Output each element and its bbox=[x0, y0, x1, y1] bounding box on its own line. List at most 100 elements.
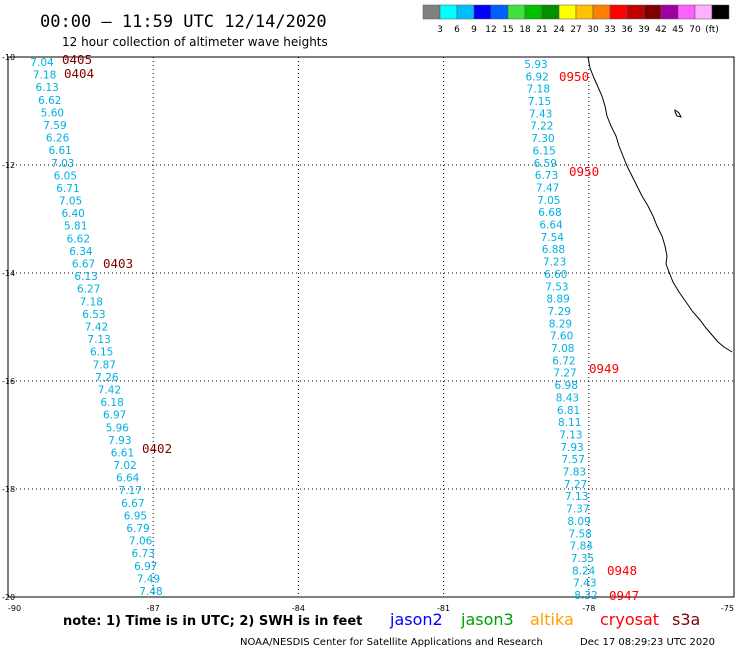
wave-height-label: 7.04 bbox=[30, 57, 54, 69]
colorbar-swatch bbox=[711, 4, 730, 20]
satellite-name: jason3 bbox=[460, 610, 514, 629]
y-tick-label: -20 bbox=[2, 593, 15, 602]
wave-height-label: 7.29 bbox=[548, 306, 571, 318]
lat-lon-grid bbox=[8, 57, 734, 597]
colorbar-label: 6 bbox=[454, 25, 460, 35]
x-tick-label: -84 bbox=[292, 604, 305, 613]
wave-height-label: 7.84 bbox=[570, 541, 594, 553]
colorbar-swatch bbox=[677, 4, 696, 20]
pass-time-label: 0404 bbox=[64, 66, 94, 81]
wave-height-label: 5.96 bbox=[106, 422, 130, 434]
x-tick-label: -78 bbox=[582, 604, 595, 613]
colorbar-label: 45 bbox=[672, 25, 683, 35]
wave-height-label: 6.64 bbox=[539, 220, 563, 232]
wave-height-label: 7.37 bbox=[566, 504, 589, 516]
color-scale-legend: 3 6 9 12 15 18 21 24 27 30 33 36 39 42 45 70 (ft) bbox=[422, 4, 730, 35]
wave-height-label: 6.60 bbox=[544, 269, 567, 281]
y-tick-label: -14 bbox=[2, 269, 15, 278]
wave-height-label: 6.34 bbox=[69, 246, 93, 258]
wave-height-label: 7.06 bbox=[129, 536, 153, 548]
wave-height-label: 5.93 bbox=[524, 59, 547, 71]
wave-height-label: 7.27 bbox=[553, 368, 576, 380]
wave-height-label: 7.17 bbox=[119, 485, 142, 497]
wave-height-label: 8.11 bbox=[558, 417, 581, 429]
satellite-tracks: 7.047.186.136.625.607.596.266.617.036.05… bbox=[30, 52, 639, 603]
y-tick-label: -10 bbox=[2, 53, 15, 62]
colorbar-label: 36 bbox=[621, 25, 633, 35]
pass-time-label: 0405 bbox=[62, 52, 92, 67]
wave-height-label: 7.30 bbox=[531, 133, 554, 145]
wave-height-label: 8.24 bbox=[572, 565, 596, 577]
x-tick-label: -75 bbox=[721, 604, 734, 613]
wave-height-label: 6.18 bbox=[100, 397, 123, 409]
wave-height-label: 7.59 bbox=[43, 120, 66, 132]
wave-height-label: 7.05 bbox=[537, 195, 560, 207]
wave-height-label: 7.43 bbox=[529, 108, 552, 120]
wave-height-label: 7.48 bbox=[139, 586, 162, 598]
colorbar-label: 12 bbox=[485, 25, 496, 35]
wave-height-label: 6.40 bbox=[61, 208, 84, 220]
y-tick-label: -18 bbox=[2, 485, 15, 494]
wave-height-label: 6.26 bbox=[46, 133, 70, 145]
colorbar-swatch bbox=[524, 4, 543, 20]
wave-height-label: 7.15 bbox=[528, 96, 551, 108]
colorbar-label: 42 bbox=[655, 25, 666, 35]
wave-height-label: 7.93 bbox=[108, 435, 131, 447]
wave-height-label: 6.61 bbox=[111, 447, 134, 459]
wave-height-label: 7.35 bbox=[571, 553, 594, 565]
wave-height-label: 6.71 bbox=[56, 183, 79, 195]
colorbar-label: 3 bbox=[437, 25, 443, 35]
pass-time-label: 0948 bbox=[607, 563, 637, 578]
pass-time-label: 0950 bbox=[559, 69, 589, 84]
wave-height-label: 7.83 bbox=[563, 467, 586, 479]
wave-height-label: 7.60 bbox=[550, 331, 573, 343]
map-subtitle: 12 hour collection of altimeter wave hei… bbox=[62, 35, 328, 49]
colorbar-swatch bbox=[694, 4, 713, 20]
wave-height-label: 6.05 bbox=[54, 170, 77, 182]
wave-height-label: 6.97 bbox=[103, 410, 126, 422]
colorbar-label: 9 bbox=[471, 25, 477, 35]
wave-height-label: 8.32 bbox=[574, 590, 597, 602]
colorbar-swatch bbox=[592, 4, 611, 20]
wave-height-label: 8.89 bbox=[546, 294, 569, 306]
wave-height-label: 7.26 bbox=[95, 372, 119, 384]
pass-time-label: 0949 bbox=[589, 361, 619, 376]
wave-height-label: 7.54 bbox=[541, 232, 565, 244]
wave-height-label: 7.18 bbox=[80, 296, 103, 308]
wave-height-label: 7.02 bbox=[113, 460, 136, 472]
wave-height-label: 6.81 bbox=[557, 405, 580, 417]
wave-height-label: 6.61 bbox=[48, 145, 71, 157]
wave-height-label: 7.03 bbox=[51, 158, 74, 170]
wave-height-label: 6.13 bbox=[74, 271, 97, 283]
wave-height-label: 7.18 bbox=[527, 84, 550, 96]
colorbar-label: (ft) bbox=[705, 25, 719, 35]
legend-note: note: 1) Time is in UTC; 2) SWH is in fe… bbox=[63, 614, 362, 629]
axis-tick-labels: -90 -87 -84 -81 -78 -75 -10 -12 -14 -16 -18 -20 bbox=[2, 53, 734, 613]
wave-height-label: 6.15 bbox=[532, 145, 555, 157]
wave-height-label: 6.15 bbox=[90, 347, 113, 359]
wave-height-label: 6.72 bbox=[552, 355, 575, 367]
wave-height-label: 7.57 bbox=[562, 454, 585, 466]
colorbar-swatch bbox=[609, 4, 628, 20]
wave-height-label: 7.05 bbox=[59, 196, 82, 208]
wave-height-label: 7.42 bbox=[85, 322, 108, 334]
wave-height-label: 6.64 bbox=[116, 473, 140, 485]
wave-height-label: 6.67 bbox=[72, 259, 95, 271]
wave-height-label: 6.73 bbox=[132, 548, 155, 560]
wave-height-label: 6.95 bbox=[124, 510, 147, 522]
satellite-legend: jason2 jason3 altika cryosat s3a bbox=[389, 610, 700, 629]
wave-height-label: 7.49 bbox=[137, 573, 160, 585]
colorbar-swatch bbox=[558, 4, 577, 20]
pass-time-label: 0950 bbox=[569, 164, 599, 179]
coastline bbox=[587, 56, 733, 353]
colorbar-swatch bbox=[626, 4, 645, 20]
wave-height-label: 6.92 bbox=[525, 71, 548, 83]
map-frame bbox=[7, 56, 735, 598]
colorbar-swatch bbox=[575, 4, 594, 20]
colorbar-label: 39 bbox=[638, 25, 650, 35]
colorbar-swatch bbox=[456, 4, 475, 20]
satellite-name: cryosat bbox=[600, 610, 659, 629]
wave-height-label: 8.29 bbox=[549, 318, 572, 330]
colorbar-swatch bbox=[439, 4, 458, 20]
